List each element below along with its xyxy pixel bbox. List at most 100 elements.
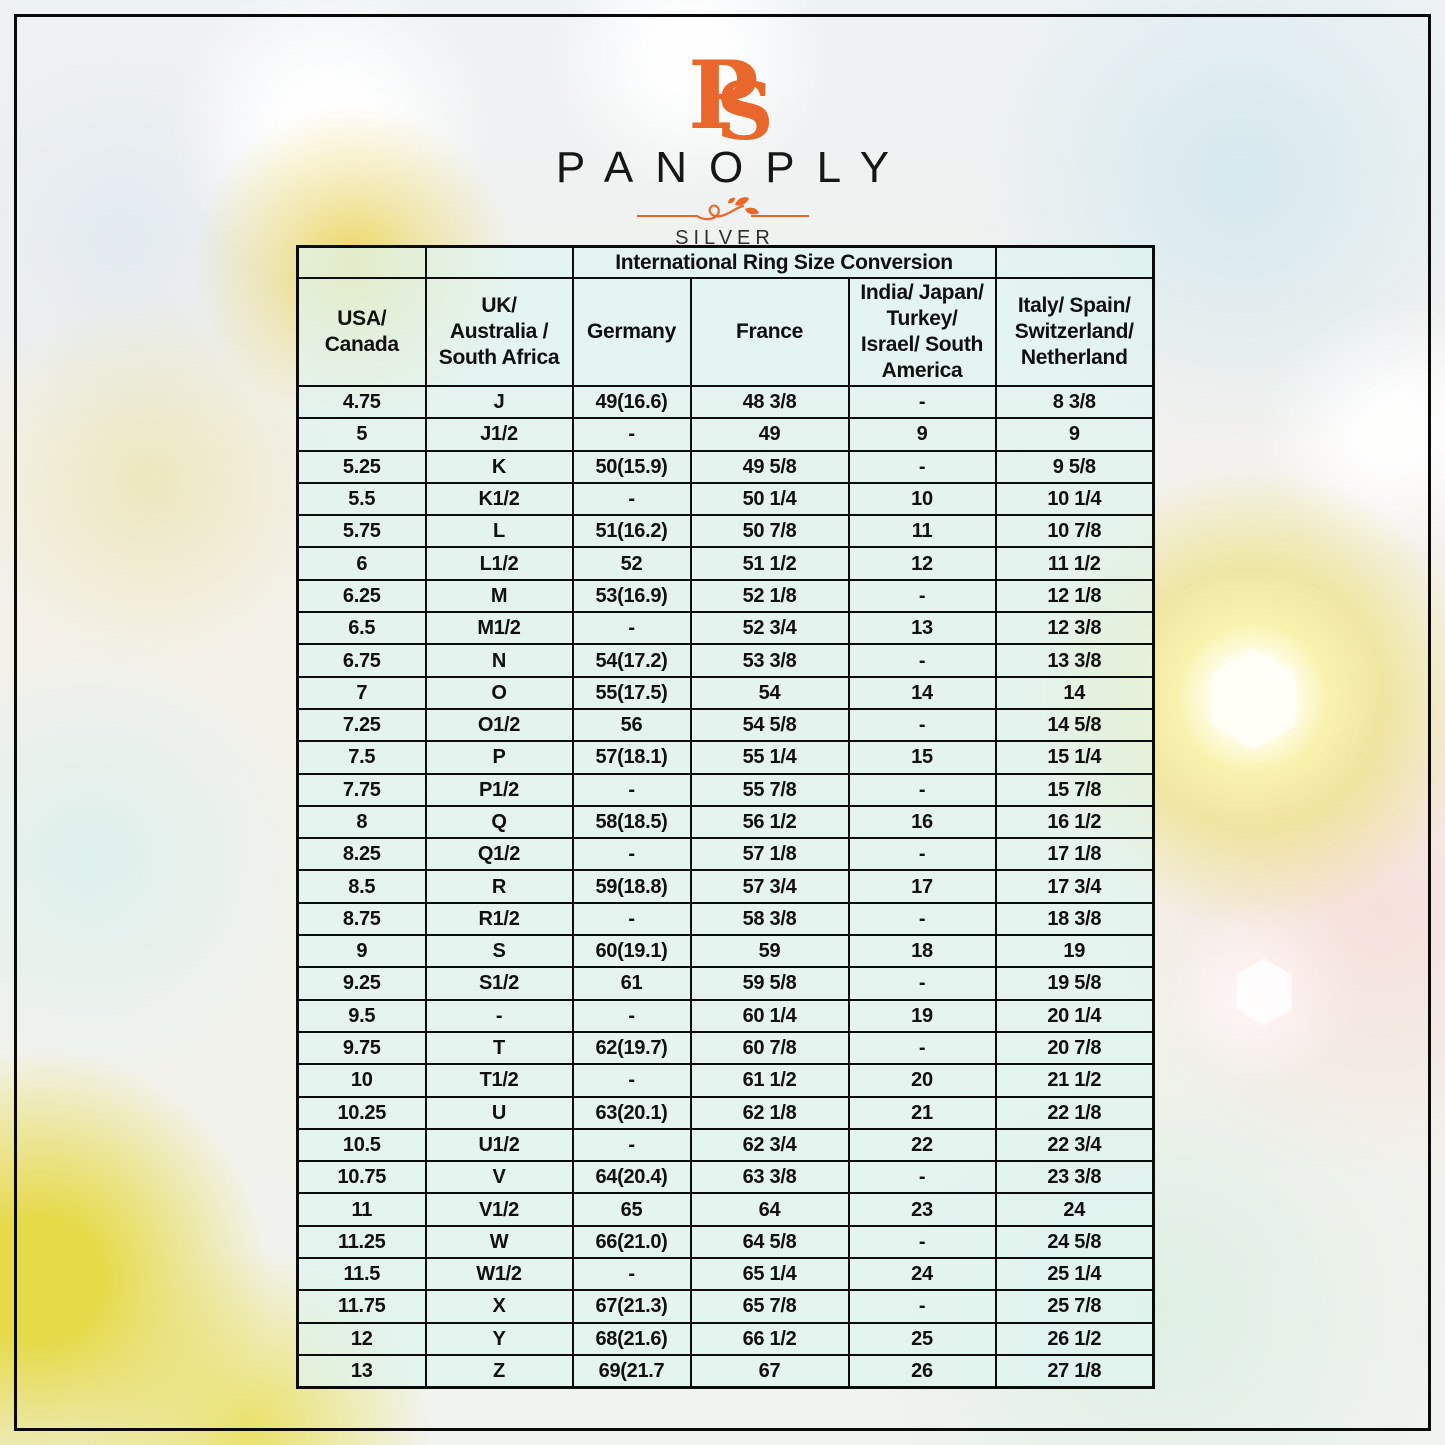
cell: - (571, 901, 692, 937)
table-row: 7.75 P1/2-55 7/8-15 7/8 (296, 772, 1155, 807)
cell: 54 (689, 675, 850, 710)
title-spacer-cell (296, 245, 427, 279)
cell: R (424, 869, 574, 904)
cell: 54 5/8 (689, 707, 850, 743)
cell: - (847, 578, 997, 614)
cell: 8 (296, 804, 427, 840)
cell: L (424, 514, 574, 549)
cell: 62 1/8 (689, 1095, 850, 1130)
cell: 19 (994, 934, 1155, 969)
cell: - (847, 1160, 997, 1195)
cell: 11 (296, 1192, 427, 1227)
cell: 24 5/8 (994, 1224, 1155, 1260)
cell: 6 (296, 546, 427, 581)
cell: 13 3/8 (994, 643, 1155, 678)
cell: 12 (296, 1321, 427, 1356)
cell: 14 5/8 (994, 707, 1155, 743)
table-row: 8.5 R 59(18.8) 57 3/4 17 17 3/4 (296, 869, 1155, 904)
cell: O1/2 (424, 707, 574, 743)
cell: 8.25 (296, 837, 427, 872)
cell: - (571, 998, 692, 1033)
cell: 52 3/4 (689, 611, 850, 646)
cell: 60 7/8 (689, 1030, 850, 1066)
cell: 67(21.3) (571, 1289, 692, 1324)
cell: 49 (689, 417, 850, 452)
cell: - (571, 1127, 692, 1163)
cell: 7 (296, 675, 427, 710)
cell: 9.75 (296, 1030, 427, 1066)
cell: 13 (296, 1353, 427, 1389)
cell: 8 3/8 (994, 384, 1155, 420)
vine-flourish-icon (636, 197, 809, 221)
table-row: 11.5 W1/2-65 1/4 24 25 1/4 (296, 1257, 1155, 1292)
cell: 26 1/2 (994, 1321, 1155, 1356)
cell: M1/2 (424, 611, 574, 646)
cell: - (424, 998, 574, 1033)
cell: 12 3/8 (994, 611, 1155, 646)
svg-text:P: P (688, 46, 759, 142)
cell: 65 (571, 1192, 692, 1227)
cell: J (424, 384, 574, 420)
table-row: 10.25 U 63(20.1) 62 1/8 21 22 1/8 (296, 1095, 1155, 1130)
cell: 67 (689, 1353, 850, 1389)
cell: 11.25 (296, 1224, 427, 1260)
column-header: India/ Japan/ Turkey/ Israel/ South Amer… (847, 277, 997, 387)
cell: 21 1/2 (994, 1063, 1155, 1098)
cell: 9 (847, 417, 997, 452)
cell: - (571, 1257, 692, 1292)
cell: 10 (847, 481, 997, 517)
cell: 10 7/8 (994, 514, 1155, 549)
cell: 57 3/4 (689, 869, 850, 904)
cell: 11.75 (296, 1289, 427, 1324)
cell: U (424, 1095, 574, 1130)
cell: - (571, 837, 692, 872)
cell: 22 1/8 (994, 1095, 1155, 1130)
table-row: 9.5- -60 1/4 19 20 1/4 (296, 998, 1155, 1033)
table-row: 11.25 W 66(21.0) 64 5/8-24 5/8 (296, 1224, 1155, 1260)
cell: 53 3/8 (689, 643, 850, 678)
cell: K1/2 (424, 481, 574, 517)
cell: 59 (689, 934, 850, 969)
cell: 15 (847, 740, 997, 775)
cell: 64 (689, 1192, 850, 1227)
cell: 55 1/4 (689, 740, 850, 775)
cell: 20 1/4 (994, 998, 1155, 1033)
cell: V (424, 1160, 574, 1195)
column-header: France (689, 277, 850, 387)
column-header: UK/ Australia / South Africa (424, 277, 574, 387)
cell: 25 1/4 (994, 1257, 1155, 1292)
table-row: 10.75 V 64(20.4) 63 3/8-23 3/8 (296, 1160, 1155, 1195)
cell: K (424, 449, 574, 484)
cell: - (571, 481, 692, 517)
table-row: 6.25 M 53(16.9) 52 1/8-12 1/8 (296, 578, 1155, 614)
table-row: 5 J1/2-49 9 9 (296, 417, 1155, 452)
cell: 54(17.2) (571, 643, 692, 678)
cell: - (847, 707, 997, 743)
cell: - (847, 643, 997, 678)
table-row: 5.25 K 50(15.9) 49 5/8-9 5/8 (296, 449, 1155, 484)
table-row: 8 Q 58(18.5) 56 1/2 16 16 1/2 (296, 804, 1155, 840)
cell: - (847, 1289, 997, 1324)
column-header: Italy/ Spain/ Switzerland/ Netherland (994, 277, 1155, 387)
cell: 64(20.4) (571, 1160, 692, 1195)
brand-name: PANOPLY (555, 143, 912, 192)
column-header: Germany (571, 277, 692, 387)
cell: - (571, 417, 692, 452)
cell: 15 7/8 (994, 772, 1155, 807)
cell: 52 (571, 546, 692, 581)
cell: 65 7/8 (689, 1289, 850, 1324)
cell: 49 5/8 (689, 449, 850, 484)
cell: 63 3/8 (689, 1160, 850, 1195)
table-row: 5.75 L 51(16.2) 50 7/8 11 10 7/8 (296, 514, 1155, 549)
table-row: 6.5 M1/2-52 3/4 13 12 3/8 (296, 611, 1155, 646)
table-row: 8.25 Q1/2-57 1/8-17 1/8 (296, 837, 1155, 872)
cell: 66(21.0) (571, 1224, 692, 1260)
cell: Q1/2 (424, 837, 574, 872)
cell: - (847, 1224, 997, 1260)
cell: 8.75 (296, 901, 427, 937)
cell: 11 (847, 514, 997, 549)
cell: 65 1/4 (689, 1257, 850, 1292)
cell: X (424, 1289, 574, 1324)
cell: 24 (847, 1257, 997, 1292)
cell: 6.5 (296, 611, 427, 646)
